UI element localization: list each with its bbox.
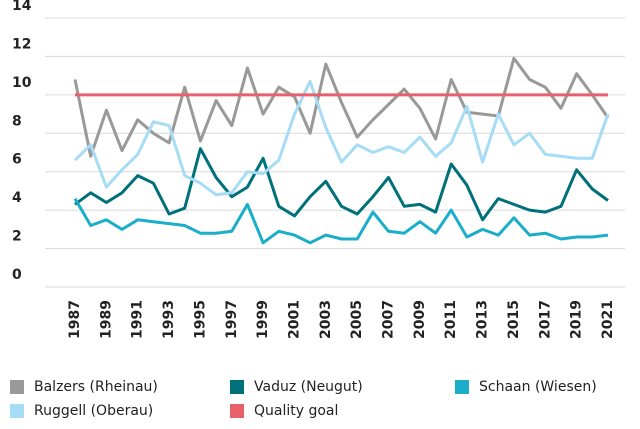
y-tick-label: 8: [12, 113, 22, 129]
x-tick-label: 2009: [412, 300, 428, 339]
legend-label: Vaduz (Neugut): [254, 379, 363, 395]
x-tick-label: 2015: [506, 300, 522, 339]
x-tick-label: 2019: [569, 300, 585, 339]
legend-swatch: [455, 380, 469, 394]
x-tick-label: 1995: [192, 300, 208, 339]
x-tick-label: 1997: [224, 300, 240, 339]
x-tick-label: 2013: [475, 300, 491, 339]
x-tick-label: 2021: [600, 300, 616, 339]
y-tick-label: 4: [12, 190, 22, 206]
y-tick-label: 12: [12, 36, 31, 52]
legend-label: Quality goal: [254, 403, 338, 419]
x-tick-label: 2017: [537, 300, 553, 339]
legend-label: Schaan (Wiesen): [479, 379, 597, 395]
series-line: [73, 79, 610, 197]
legend-label: Balzers (Rheinau): [34, 379, 158, 395]
x-tick-label: 2001: [286, 300, 302, 339]
legend-swatch: [10, 404, 24, 418]
y-tick-label: 14: [12, 0, 32, 14]
x-tick-label: 1993: [161, 300, 177, 339]
legend-swatch: [230, 380, 244, 394]
legend-label: Ruggell (Oberau): [34, 403, 153, 419]
y-tick-label: 2: [12, 229, 22, 245]
y-tick-label: 6: [12, 152, 22, 168]
series-line: [73, 56, 610, 158]
x-tick-label: 2011: [443, 300, 459, 339]
y-tick-label: 10: [12, 75, 32, 91]
x-tick-label: 2005: [349, 300, 365, 339]
x-tick-label: 1999: [255, 300, 271, 339]
series-line: [73, 197, 609, 245]
x-tick-label: 2007: [381, 300, 397, 339]
x-tick-label: 1991: [130, 300, 146, 339]
y-tick-label: 0: [12, 267, 22, 283]
x-tick-label: 1987: [67, 300, 83, 339]
x-tick-label: 1989: [98, 300, 114, 339]
series-line: [74, 147, 609, 222]
legend-swatch: [10, 380, 24, 394]
legend-swatch: [230, 404, 244, 418]
x-tick-label: 2003: [318, 300, 334, 339]
